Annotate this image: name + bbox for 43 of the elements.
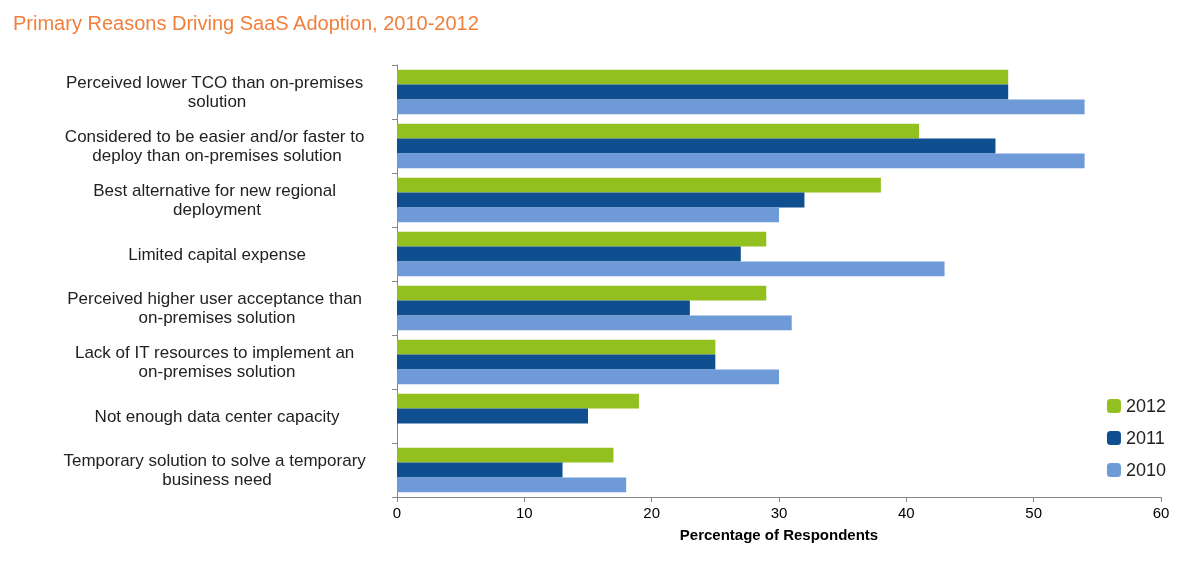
y-tick-label: Lack of IT resources to implement an on-premises solution bbox=[74, 343, 360, 381]
legend-label: 2011 bbox=[1125, 428, 1165, 448]
bar bbox=[397, 192, 805, 208]
bar bbox=[397, 123, 920, 139]
bar bbox=[397, 285, 767, 301]
x-tick-label: 0 bbox=[392, 504, 402, 521]
bar bbox=[397, 231, 767, 247]
bar bbox=[397, 369, 779, 385]
x-tick-label: 30 bbox=[770, 504, 788, 521]
x-tick-label: 40 bbox=[897, 504, 915, 521]
y-tick-label: Considered to be easier and/or faster to deploy than on-premises solution bbox=[64, 127, 370, 165]
bar bbox=[397, 99, 1085, 115]
bar bbox=[397, 261, 945, 277]
y-tick-label: Limited capital expense bbox=[128, 244, 306, 264]
bar bbox=[397, 447, 614, 463]
bar bbox=[397, 69, 1009, 85]
bar bbox=[397, 153, 1085, 169]
x-tick-label: 10 bbox=[515, 504, 533, 521]
bar bbox=[397, 315, 792, 331]
x-axis-title: Percentage of Respondents bbox=[679, 526, 879, 543]
bar bbox=[397, 462, 563, 478]
y-tick-label: Best alternative for new regional deployment bbox=[93, 181, 341, 219]
bar bbox=[397, 354, 716, 370]
y-tick-label: Perceived higher user acceptance than on-premises solution bbox=[67, 289, 367, 327]
bar bbox=[397, 207, 779, 223]
y-tick-label: Perceived lower TCO than on-premises solution bbox=[65, 73, 369, 111]
bar bbox=[397, 393, 639, 409]
legend-label: 2012 bbox=[1125, 396, 1166, 416]
bar bbox=[397, 477, 627, 493]
bar bbox=[397, 408, 588, 424]
x-tick-label: 50 bbox=[1025, 504, 1043, 521]
chart-title: Primary Reasons Driving SaaS Adoption, 2010-2012 bbox=[13, 12, 479, 34]
legend-label: 2010 bbox=[1125, 460, 1166, 480]
bar bbox=[397, 246, 741, 262]
bar bbox=[397, 339, 716, 355]
y-tick-label: Temporary solution to solve a temporary business need bbox=[63, 451, 371, 489]
x-tick-label: 20 bbox=[643, 504, 661, 521]
bar bbox=[397, 138, 996, 154]
x-tick-label: 60 bbox=[1152, 504, 1170, 521]
bar bbox=[397, 84, 1009, 100]
bar bbox=[397, 177, 881, 193]
y-tick-label: Not enough data center capacity bbox=[94, 406, 340, 426]
bar bbox=[397, 300, 690, 316]
